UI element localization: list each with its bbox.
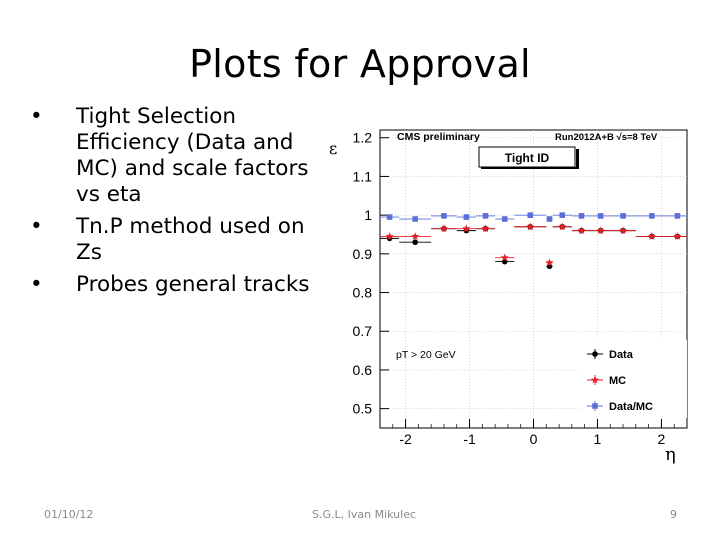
mc-point xyxy=(619,226,627,234)
mc-point xyxy=(673,232,682,240)
data-mc-point xyxy=(620,213,626,219)
cut-label: pT > 20 GeV xyxy=(396,349,456,361)
y-tick-label: 0.7 xyxy=(353,323,373,339)
x-tick-label: 0 xyxy=(530,431,538,447)
mc-point xyxy=(558,222,567,231)
y-tick-label: 0.9 xyxy=(353,246,373,262)
data-mc-point xyxy=(674,213,681,219)
mc-point xyxy=(411,232,420,240)
footer-date: 01/10/12 xyxy=(44,508,94,521)
x-axis-label: η xyxy=(665,444,676,465)
page-number: 9 xyxy=(670,508,677,521)
mc-point xyxy=(596,226,605,234)
data-mc-point xyxy=(559,212,566,218)
y-tick-label: 0.8 xyxy=(353,285,373,301)
y-tick-label: 0.6 xyxy=(353,362,373,378)
mc-point xyxy=(440,224,448,233)
data-mc-point xyxy=(546,216,553,222)
mc-point xyxy=(526,222,535,231)
bullet-item: Tn.P method used on Zs xyxy=(30,214,330,266)
mc-point xyxy=(500,253,509,262)
mc-point xyxy=(481,224,490,233)
mc-point xyxy=(385,232,394,240)
bullet-list: Tight Selection Efficiency (Data and MC)… xyxy=(30,104,330,304)
x-tick-label: -1 xyxy=(463,431,476,447)
data-mc-point xyxy=(412,216,418,222)
bullet-item: Tight Selection Efficiency (Data and MC)… xyxy=(30,104,330,208)
x-tick-label: 1 xyxy=(594,431,602,447)
data-mc-point xyxy=(527,212,534,218)
data-marks xyxy=(380,212,687,270)
cms-label: CMS preliminary xyxy=(397,131,480,143)
y-tick-label: 0.5 xyxy=(353,401,373,417)
data-mc-point xyxy=(597,213,604,219)
mc-point xyxy=(577,226,586,234)
legend-marker xyxy=(592,351,598,357)
mc-point xyxy=(545,258,554,267)
legend-label: Data/MC xyxy=(609,401,653,413)
footer-author: S.G.L, Ivan Mikulec xyxy=(312,508,417,521)
data-point xyxy=(412,239,418,246)
data-mc-point xyxy=(649,213,655,219)
y-axis-label: ε xyxy=(329,139,337,158)
data-mc-point xyxy=(578,213,585,219)
x-tick-label: -2 xyxy=(399,431,412,447)
mc-point xyxy=(462,224,471,233)
run-label: Run2012A+B √s=8 TeV xyxy=(555,132,658,143)
legend-label: MC xyxy=(609,375,626,387)
tight-id-box-shadow xyxy=(576,149,579,169)
tight-id-box-shadow xyxy=(481,167,579,169)
efficiency-plot: -2 -1 0 1 2 0.5 0.6 0.7 0.8 0.9 1 1.1 1.2 CMS prelim… xyxy=(329,129,688,465)
y-tick-label: 1.1 xyxy=(353,168,373,184)
y-tick-label: 1.2 xyxy=(353,130,373,146)
data-mc-point xyxy=(463,214,470,220)
data-mc-point xyxy=(501,216,508,222)
data-mc-point xyxy=(386,214,393,220)
legend: Data MC Data/MC xyxy=(587,349,653,413)
x-tick-label: 2 xyxy=(658,431,666,447)
legend-label: Data xyxy=(609,349,634,361)
data-mc-point xyxy=(441,213,447,219)
legend-marker xyxy=(592,403,598,409)
tight-id-label: Tight ID xyxy=(505,151,550,165)
y-tick-label: 1 xyxy=(364,207,372,223)
axis-ticks: -2 -1 0 1 2 0.5 0.6 0.7 0.8 0.9 1 1.1 1.2 xyxy=(353,130,688,447)
legend-box xyxy=(581,340,687,418)
slide-title: Plots for Approval xyxy=(189,42,531,86)
mc-point xyxy=(647,232,656,240)
bullet-item: Probes general tracks xyxy=(30,272,330,298)
data-mc-point xyxy=(482,213,489,219)
legend-marker xyxy=(591,375,599,384)
